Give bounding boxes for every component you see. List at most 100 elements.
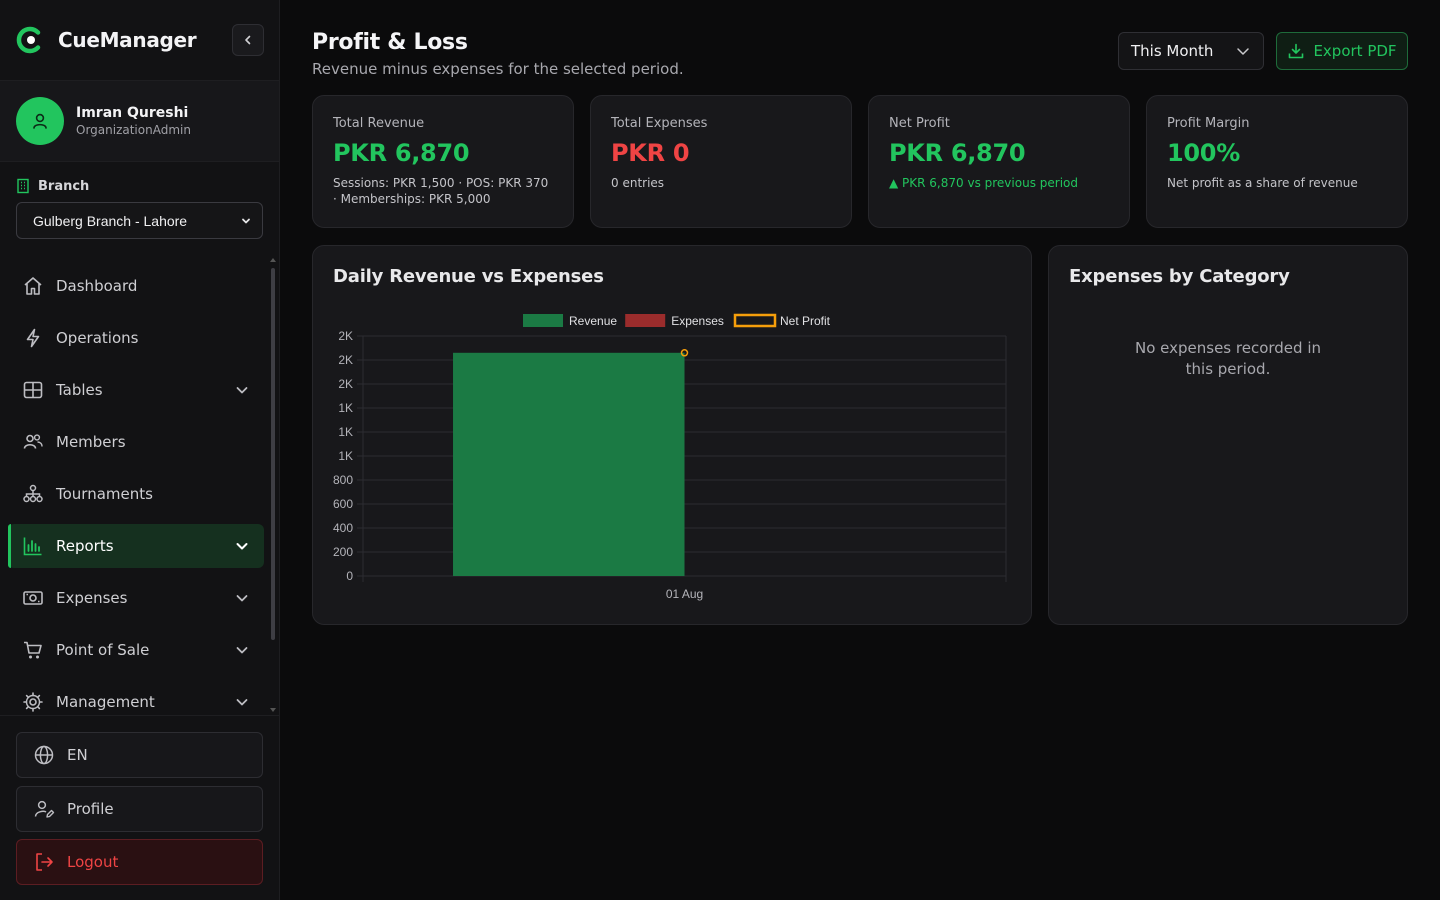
- x-tick-label: 01 Aug: [666, 587, 703, 601]
- logout-label: Logout: [67, 853, 119, 871]
- chevron-down-icon: [236, 543, 248, 550]
- brand-name: CueManager: [58, 28, 197, 52]
- card-note: Sessions: PKR 1,500 · POS: PKR 370 · Mem…: [333, 176, 549, 206]
- language-label: EN: [67, 746, 88, 764]
- period-select[interactable]: This Month: [1118, 32, 1264, 70]
- sidebar-nav: Dashboard Operations Tables Members Tour…: [8, 264, 264, 732]
- sidebar-item-label: Point of Sale: [56, 641, 150, 659]
- card-label: Profit Margin: [1167, 116, 1250, 131]
- y-tick-label: 0: [346, 569, 353, 583]
- sidebar-item-members[interactable]: Members: [8, 420, 264, 464]
- collapse-sidebar-button[interactable]: [232, 24, 264, 56]
- legend-swatch: [523, 314, 563, 327]
- sidebar-item-label: Management: [56, 693, 155, 711]
- card-note: Net profit as a share of revenue: [1167, 176, 1358, 190]
- y-tick-label: 2K: [338, 353, 353, 367]
- download-icon: [1289, 43, 1304, 59]
- period-select-value: This Month: [1131, 42, 1214, 60]
- legend-label: Revenue: [569, 314, 617, 328]
- y-tick-label: 600: [333, 497, 353, 511]
- profit-margin-card: Profit Margin 100% Net profit as a share…: [1146, 95, 1408, 228]
- total-expenses-card: Total Expenses PKR 0 0 entries: [590, 95, 852, 228]
- cash-icon: [22, 587, 44, 609]
- sidebar-item-management[interactable]: Management: [8, 680, 264, 724]
- brand: CueManager: [16, 24, 264, 56]
- y-tick-label: 1K: [338, 401, 353, 415]
- sidebar-item-tables[interactable]: Tables: [8, 368, 264, 412]
- card-label: Net Profit: [889, 116, 950, 131]
- lightning-icon: [22, 327, 44, 349]
- y-tick-label: 200: [333, 545, 353, 559]
- grid-icon: [22, 379, 44, 401]
- chevron-down-icon: [236, 699, 248, 706]
- sidebar-item-dashboard[interactable]: Dashboard: [8, 264, 264, 308]
- net-profit-card: Net Profit PKR 6,870 ▲ PKR 6,870 vs prev…: [868, 95, 1130, 228]
- user-edit-icon: [34, 800, 55, 818]
- card-value: 100%: [1167, 139, 1240, 167]
- profile-label: Profile: [67, 800, 114, 818]
- sidebar-item-reports[interactable]: Reports: [8, 524, 264, 568]
- cuemanager-logo-icon: [16, 26, 44, 54]
- sidebar-item-label: Tables: [56, 381, 103, 399]
- y-tick-label: 2K: [338, 377, 353, 391]
- branch-select-value: Gulberg Branch - Lahore: [33, 212, 188, 229]
- y-tick-label: 1K: [338, 449, 353, 463]
- building-icon: [17, 178, 29, 194]
- user-icon: [33, 113, 47, 129]
- total-revenue-card: Total Revenue PKR 6,870 Sessions: PKR 1,…: [312, 95, 574, 228]
- legend-label: Expenses: [671, 314, 724, 328]
- chart-title: Daily Revenue vs Expenses: [333, 266, 604, 287]
- sidebar-item-label: Members: [56, 433, 126, 451]
- page-subtitle: Revenue minus expenses for the selected …: [312, 60, 684, 78]
- chevron-down-icon: [1237, 48, 1249, 55]
- export-pdf-label: Export PDF: [1313, 42, 1397, 60]
- scroll-thumb[interactable]: [271, 268, 275, 640]
- trend-note: ▲ PKR 6,870 vs previous period: [889, 176, 1078, 190]
- home-icon: [22, 275, 44, 297]
- sidebar-footer: EN Profile Logout: [0, 715, 279, 900]
- daily-revenue-chart-panel: Daily Revenue vs Expenses 0 200 400 600 800 1…: [312, 245, 1032, 625]
- main-content: Profit & Loss Revenue minus expenses for…: [280, 0, 1440, 900]
- scroll-down-arrow-icon[interactable]: [270, 708, 276, 712]
- chevron-down-icon: [236, 647, 248, 654]
- card-value: PKR 6,870: [889, 139, 1026, 167]
- sidebar-item-label: Tournaments: [56, 485, 153, 503]
- logout-icon: [36, 853, 53, 871]
- user-role: OrganizationAdmin: [76, 123, 191, 137]
- cart-icon: [22, 639, 44, 661]
- empty-state-message: No expenses recorded in this period.: [1135, 339, 1321, 378]
- branch-select[interactable]: Gulberg Branch - Lahore: [16, 202, 263, 239]
- card-note: 0 entries: [611, 176, 665, 190]
- bar-revenue: [453, 352, 685, 576]
- sidebar-item-label: Dashboard: [56, 277, 138, 295]
- legend-swatch: [625, 314, 666, 327]
- sidebar-item-label: Operations: [56, 329, 139, 347]
- sidebar-scrollbar[interactable]: [270, 258, 276, 712]
- card-label: Total Revenue: [333, 116, 425, 131]
- hierarchy-icon: [22, 483, 44, 505]
- logout-button[interactable]: Logout: [16, 839, 263, 885]
- globe-icon: [34, 745, 54, 765]
- daily-revenue-chart: 0 200 400 600 800 1K 1K 1K 2K 2K 2K 01 Aug Revenue Ex…: [333, 313, 1007, 601]
- card-value: PKR 0: [611, 139, 690, 167]
- sidebar-item-tournaments[interactable]: Tournaments: [8, 472, 264, 516]
- legend-swatch: [733, 313, 777, 328]
- sidebar: CueManager Imran Qureshi OrganizationAdm…: [0, 0, 280, 900]
- y-tick-label: 1K: [338, 425, 353, 439]
- profile-button[interactable]: Profile: [16, 786, 263, 832]
- branch-label: Branch: [16, 178, 89, 194]
- sidebar-item-label: Reports: [56, 537, 114, 555]
- language-button[interactable]: EN: [16, 732, 263, 778]
- sidebar-item-operations[interactable]: Operations: [8, 316, 264, 360]
- sidebar-item-expenses[interactable]: Expenses: [8, 576, 264, 620]
- page-title: Profit & Loss: [312, 30, 468, 55]
- chevron-left-icon: [245, 35, 251, 45]
- user-name: Imran Qureshi: [76, 105, 189, 121]
- sidebar-item-point-of-sale[interactable]: Point of Sale: [8, 628, 264, 672]
- y-tick-label: 800: [333, 473, 353, 487]
- export-pdf-button[interactable]: Export PDF: [1276, 32, 1408, 70]
- scroll-up-arrow-icon[interactable]: [270, 258, 276, 262]
- y-tick-label: 400: [333, 521, 353, 535]
- expenses-by-category-panel: Expenses by Category No expenses recorde…: [1048, 245, 1408, 625]
- avatar: [16, 97, 64, 145]
